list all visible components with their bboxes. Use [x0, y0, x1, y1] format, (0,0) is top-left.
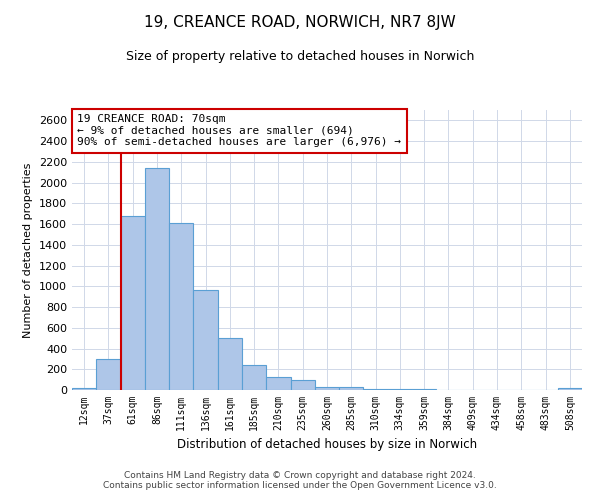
Y-axis label: Number of detached properties: Number of detached properties: [23, 162, 34, 338]
X-axis label: Distribution of detached houses by size in Norwich: Distribution of detached houses by size …: [177, 438, 477, 452]
Bar: [218, 338, 242, 390]
Bar: [339, 388, 364, 390]
Bar: [72, 388, 96, 390]
Bar: [193, 290, 218, 390]
Bar: [266, 377, 290, 390]
Bar: [145, 168, 169, 390]
Bar: [96, 359, 121, 390]
Bar: [121, 216, 145, 390]
Text: Size of property relative to detached houses in Norwich: Size of property relative to detached ho…: [126, 50, 474, 63]
Text: 19, CREANCE ROAD, NORWICH, NR7 8JW: 19, CREANCE ROAD, NORWICH, NR7 8JW: [144, 15, 456, 30]
Bar: [315, 387, 339, 390]
Bar: [364, 389, 388, 390]
Text: Contains HM Land Registry data © Crown copyright and database right 2024.
Contai: Contains HM Land Registry data © Crown c…: [103, 470, 497, 490]
Bar: [558, 388, 582, 390]
Bar: [169, 223, 193, 390]
Text: 19 CREANCE ROAD: 70sqm
← 9% of detached houses are smaller (694)
90% of semi-det: 19 CREANCE ROAD: 70sqm ← 9% of detached …: [77, 114, 401, 148]
Bar: [290, 380, 315, 390]
Bar: [242, 364, 266, 390]
Bar: [388, 389, 412, 390]
